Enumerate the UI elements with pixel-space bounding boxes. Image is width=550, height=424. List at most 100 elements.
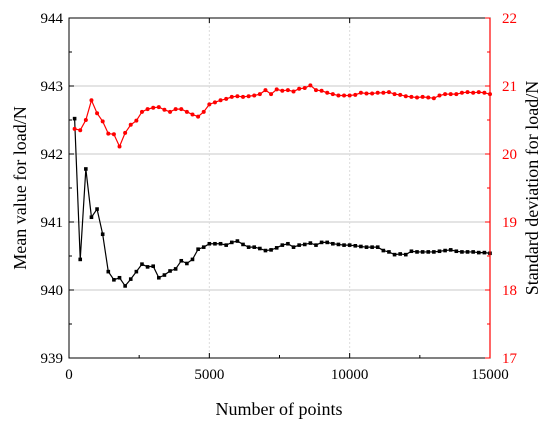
std-point <box>139 109 144 114</box>
mean-point <box>387 250 391 254</box>
std-point <box>190 112 195 117</box>
mean-point <box>364 245 369 249</box>
std-point <box>151 105 156 110</box>
mean-point <box>78 257 83 262</box>
mean-point <box>213 241 217 246</box>
mean-point <box>409 249 414 254</box>
std-point <box>168 109 173 114</box>
mean-point <box>229 240 234 245</box>
mean-point <box>258 246 262 251</box>
mean-point <box>269 248 273 252</box>
std-point <box>370 91 375 96</box>
mean-point <box>280 243 285 247</box>
std-point <box>218 98 223 103</box>
std-point <box>358 90 363 95</box>
std-line <box>74 84 491 149</box>
mean-point <box>471 250 475 254</box>
mean-point <box>347 243 352 247</box>
mean-point <box>302 242 307 247</box>
mean-point <box>162 273 167 277</box>
std-point <box>297 86 302 91</box>
plot-frame <box>68 17 491 359</box>
mean-point <box>370 245 374 249</box>
mean-point <box>308 241 313 245</box>
std-point <box>128 122 133 127</box>
std-point <box>443 92 448 97</box>
mean-point <box>106 269 111 274</box>
mean-point <box>252 245 257 249</box>
std-point <box>224 96 229 101</box>
std-point <box>403 94 408 99</box>
std-point <box>420 94 425 99</box>
mean-point <box>235 239 240 243</box>
mean-point <box>426 250 431 254</box>
std-point <box>437 93 442 98</box>
right-y-tick-label: 19 <box>502 215 517 231</box>
left-y-tick-label: 942 <box>41 147 64 163</box>
series-layer <box>72 83 492 288</box>
mean-point <box>359 244 363 249</box>
mean-point <box>291 245 296 249</box>
mean-point <box>325 240 330 245</box>
std-point <box>100 119 105 124</box>
left-y-tick-label: 940 <box>41 283 64 299</box>
right-y-axis-title: Standard deviation for load/N <box>522 81 542 295</box>
std-point <box>471 90 476 95</box>
std-point <box>263 88 268 93</box>
std-point <box>235 94 240 99</box>
std-point <box>111 132 116 137</box>
mean-point <box>128 277 133 281</box>
mean-point <box>201 245 206 249</box>
std-point <box>386 90 391 95</box>
mean-point <box>224 243 228 247</box>
x-tick-label: 10000 <box>331 367 369 383</box>
std-series <box>72 83 492 149</box>
mean-point <box>246 245 251 249</box>
mean-point <box>454 249 459 254</box>
mean-point <box>168 269 172 273</box>
left-y-tick-label: 944 <box>41 11 64 27</box>
left-y-axis-title: Mean value for load/N <box>10 106 30 269</box>
mean-point <box>381 248 386 253</box>
std-point <box>319 88 324 93</box>
std-point <box>201 109 206 114</box>
std-point <box>241 94 246 99</box>
mean-point <box>173 267 178 271</box>
mean-point <box>353 244 358 248</box>
std-point <box>364 91 369 96</box>
mean-point <box>336 242 341 247</box>
std-point <box>280 88 285 93</box>
mean-point <box>140 262 144 266</box>
mean-point <box>95 207 99 211</box>
mean-point <box>448 248 453 252</box>
mean-point <box>432 250 436 254</box>
mean-point <box>437 249 442 254</box>
right-y-tick-label: 22 <box>502 11 517 27</box>
std-point <box>482 90 487 95</box>
mean-point <box>196 247 200 251</box>
std-point <box>353 92 358 97</box>
mean-point <box>157 275 161 280</box>
mean-point <box>151 264 155 268</box>
left-y-tick-label: 939 <box>41 351 64 367</box>
mean-point <box>331 241 335 246</box>
std-point <box>212 100 217 105</box>
mean-point <box>375 245 380 249</box>
std-point <box>459 90 464 95</box>
std-point <box>375 90 380 95</box>
std-point <box>78 128 83 133</box>
std-point <box>274 87 279 92</box>
mean-point <box>117 275 122 280</box>
mean-point <box>297 243 301 247</box>
right-y-tick-label: 20 <box>502 147 517 163</box>
std-point <box>229 94 234 99</box>
mean-point <box>134 269 139 274</box>
axes: 0 5000 10000 15000 939 940 941 942 943 944 17 18 19 2… <box>41 11 518 383</box>
std-point <box>117 144 122 149</box>
std-point <box>347 93 352 98</box>
std-point <box>207 102 212 107</box>
mean-point <box>482 250 487 255</box>
std-point <box>246 94 251 99</box>
left-y-tick-label: 941 <box>41 215 64 231</box>
